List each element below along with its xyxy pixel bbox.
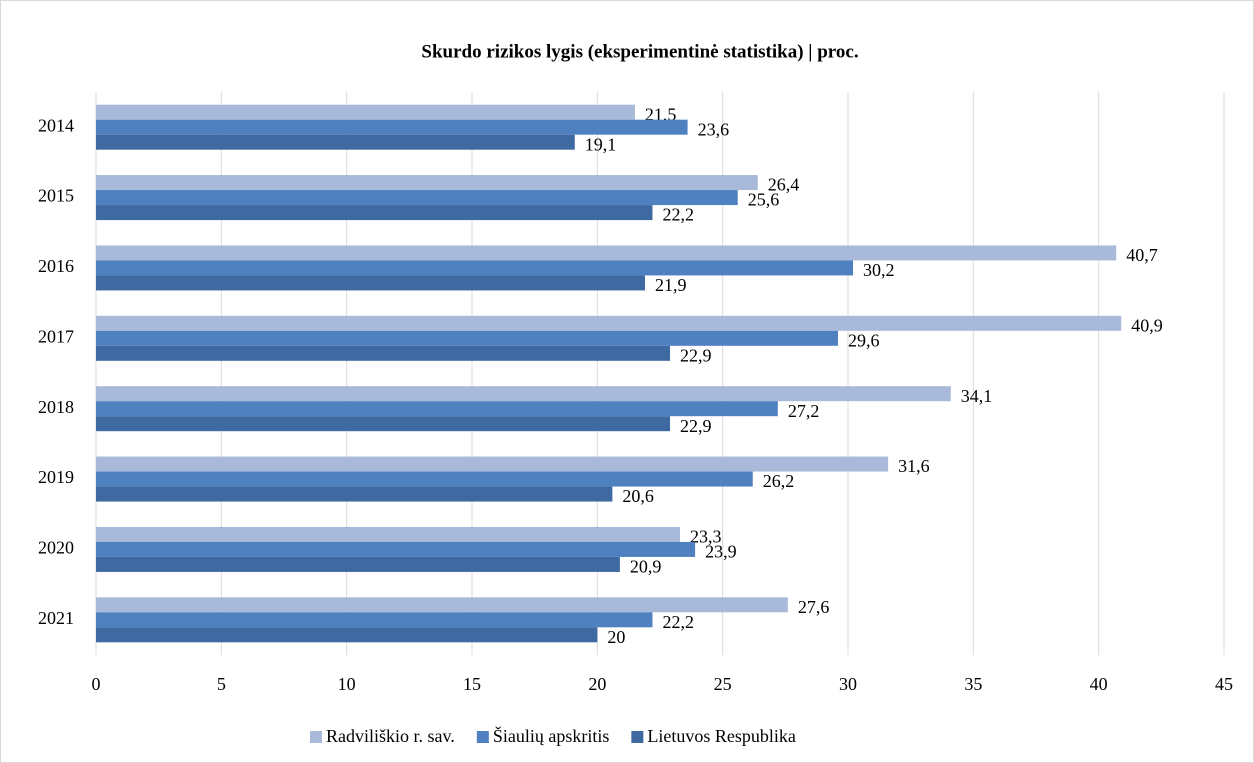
y-tick-label: 2019 — [38, 467, 74, 487]
bar — [96, 190, 738, 206]
legend-label: Lietuvos Respublika — [647, 726, 795, 746]
y-tick-label: 2014 — [38, 115, 74, 135]
x-tick-label: 0 — [92, 674, 101, 694]
x-tick-label: 10 — [338, 674, 356, 694]
bar — [96, 541, 696, 557]
data-label: 20 — [607, 627, 625, 647]
bar — [96, 471, 753, 487]
bar — [96, 205, 653, 221]
legend-swatch — [310, 731, 322, 743]
data-label: 20,9 — [630, 557, 662, 577]
bar — [96, 597, 788, 613]
legend-swatch — [476, 731, 489, 743]
bar — [96, 104, 635, 120]
legend-label: Radviliškio r. sav. — [326, 726, 455, 746]
x-tick-label: 45 — [1215, 674, 1233, 694]
data-label: 40,7 — [1126, 245, 1158, 265]
data-label: 40,9 — [1131, 315, 1163, 335]
bar — [96, 275, 645, 291]
y-tick-label: 2018 — [38, 397, 74, 417]
y-tick-label: 2020 — [38, 538, 74, 558]
x-tick-label: 20 — [588, 674, 606, 694]
data-label: 25,6 — [748, 190, 780, 210]
data-label: 29,6 — [848, 330, 880, 350]
data-label: 23,6 — [698, 119, 730, 139]
x-tick-label: 35 — [964, 674, 982, 694]
bar — [96, 175, 758, 191]
bar — [96, 119, 688, 135]
data-label: 22,2 — [662, 205, 694, 225]
y-tick-label: 2021 — [38, 608, 74, 628]
x-tick-label: 30 — [839, 674, 857, 694]
bar — [96, 386, 951, 402]
data-label: 23,9 — [705, 542, 737, 562]
bar — [96, 401, 778, 417]
legend-label: Šiaulių apskritis — [493, 725, 610, 746]
bar — [96, 330, 838, 346]
data-label: 21,9 — [655, 275, 687, 295]
bar — [96, 627, 598, 643]
x-tick-label: 25 — [714, 674, 732, 694]
x-tick-label: 15 — [463, 674, 481, 694]
bar — [96, 526, 681, 542]
data-label: 31,6 — [898, 456, 930, 476]
bar — [96, 315, 1122, 331]
bar — [96, 134, 575, 150]
bar — [96, 556, 620, 572]
x-tick-label: 5 — [217, 674, 226, 694]
y-tick-label: 2017 — [38, 326, 74, 346]
y-tick-label: 2016 — [38, 256, 74, 276]
data-label: 22,2 — [662, 612, 694, 632]
data-label: 26,4 — [768, 175, 800, 195]
bar — [96, 456, 889, 472]
data-label: 22,9 — [680, 416, 712, 436]
x-tick-label: 40 — [1090, 674, 1108, 694]
y-tick-label: 2015 — [38, 186, 74, 206]
bar — [96, 486, 613, 502]
legend-swatch — [631, 731, 644, 743]
bar — [96, 345, 671, 361]
data-label: 26,2 — [763, 471, 795, 491]
bar — [96, 245, 1117, 261]
data-label: 22,9 — [680, 345, 712, 365]
data-label: 20,6 — [622, 486, 654, 506]
bar — [96, 260, 854, 276]
bar — [96, 612, 653, 628]
data-label: 27,2 — [788, 401, 820, 421]
data-label: 27,6 — [798, 597, 830, 617]
data-label: 23,3 — [690, 527, 722, 547]
chart-title: Skurdo rizikos lygis (eksperimentinė sta… — [421, 41, 858, 62]
data-label: 19,1 — [585, 134, 617, 154]
data-label: 30,2 — [863, 260, 895, 280]
data-label: 21,5 — [645, 104, 677, 124]
data-label: 34,1 — [961, 386, 993, 406]
bar — [96, 416, 671, 432]
